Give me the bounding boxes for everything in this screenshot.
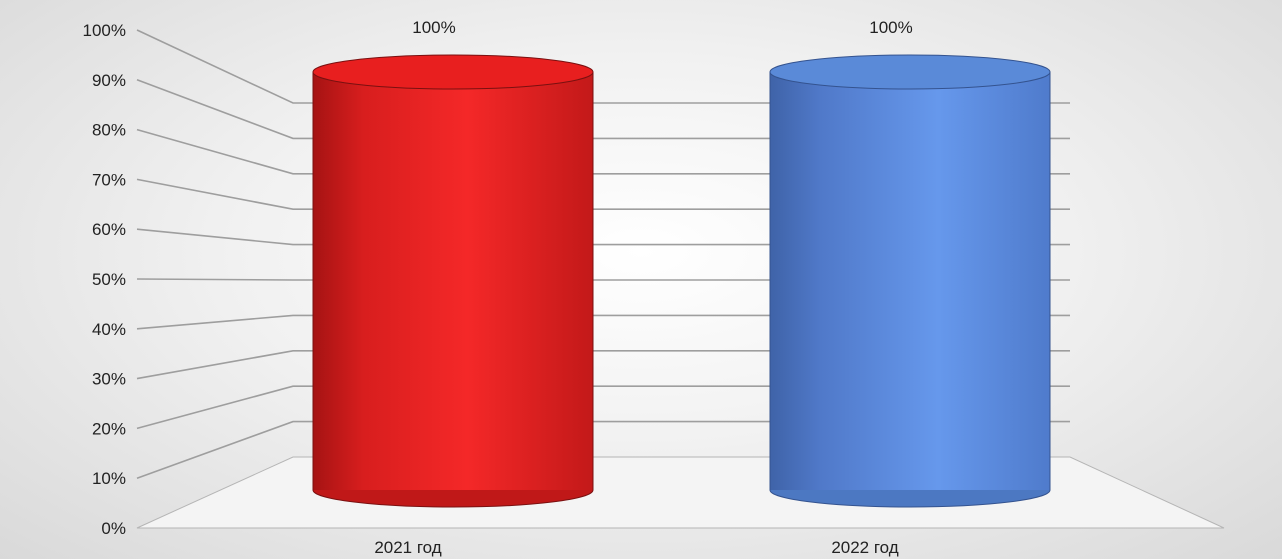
- y-tick-label: 50%: [92, 270, 126, 289]
- data-label: 100%: [412, 18, 455, 37]
- cylinder-bar: [769, 54, 1051, 508]
- y-tick-label: 40%: [92, 320, 126, 339]
- cylinder-top: [769, 54, 1051, 90]
- bars: [312, 54, 1051, 508]
- cylinder-bar: [312, 54, 594, 508]
- x-category-label: 2021 год: [374, 538, 441, 557]
- y-tick-label: 90%: [92, 71, 126, 90]
- cylinder-body: [770, 72, 1050, 490]
- y-tick-label: 70%: [92, 170, 126, 189]
- x-category-label: 2022 год: [831, 538, 898, 557]
- y-tick-label: 60%: [92, 220, 126, 239]
- floor-plane: [136, 456, 1225, 529]
- cylinder-top: [312, 54, 594, 90]
- labels: 100% 2021 год 100% 2022 год: [374, 18, 912, 557]
- cylinder-body: [313, 72, 593, 490]
- chart-floor: [136, 456, 1225, 529]
- y-tick-label: 10%: [92, 469, 126, 488]
- y-axis-tick-labels: 0% 10% 20% 30% 40% 50% 60% 70% 80% 90% 100%: [83, 21, 126, 538]
- y-tick-label: 80%: [92, 121, 126, 140]
- y-tick-label: 20%: [92, 419, 126, 438]
- y-tick-label: 30%: [92, 370, 126, 389]
- y-tick-label: 100%: [83, 21, 126, 40]
- data-label: 100%: [869, 18, 912, 37]
- y-tick-label: 0%: [101, 519, 126, 538]
